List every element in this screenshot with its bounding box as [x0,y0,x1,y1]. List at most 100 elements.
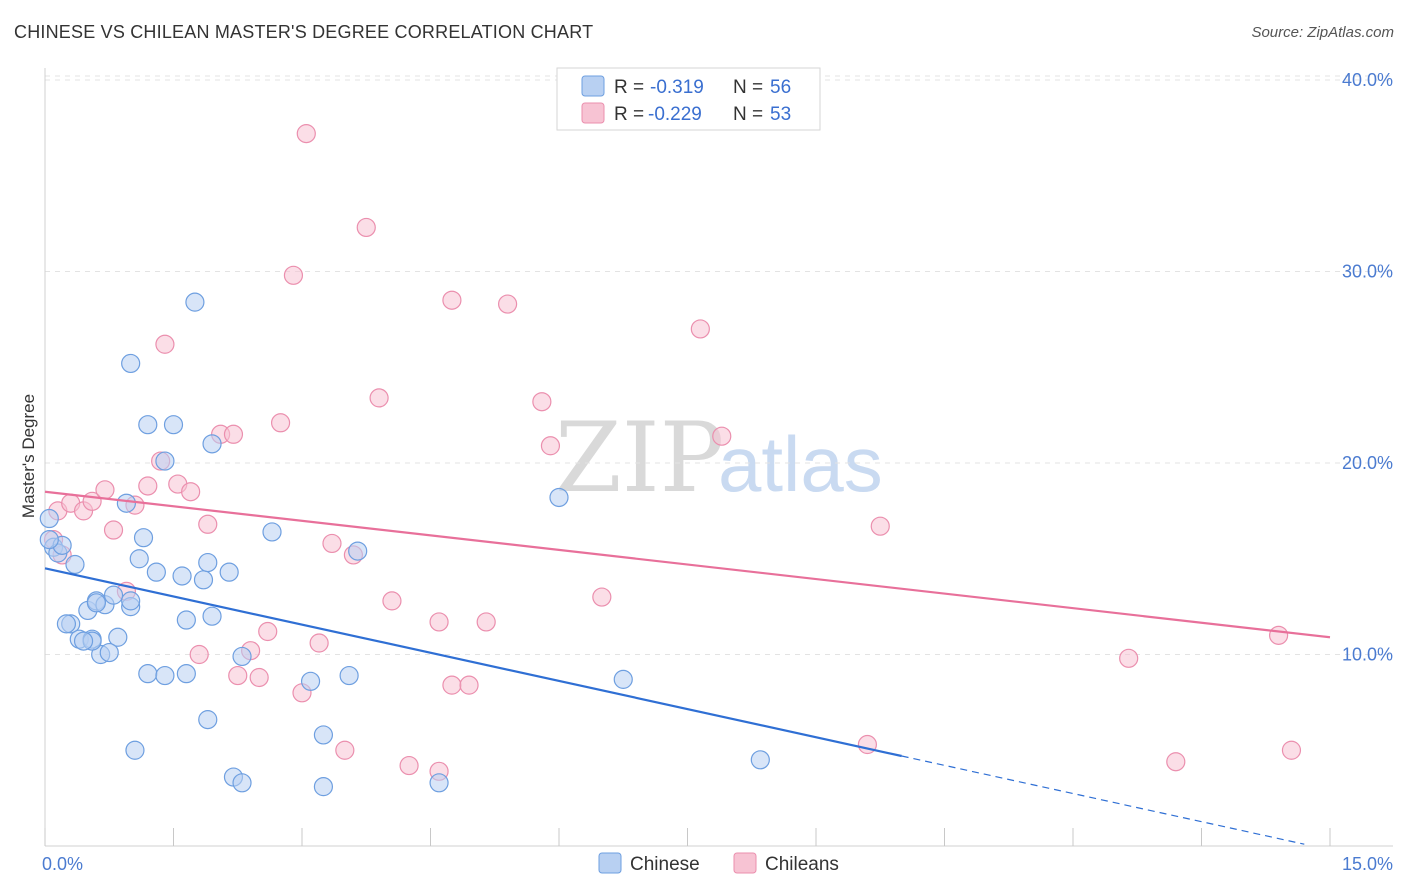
chileans-point [1268,625,1289,645]
chinese-point [348,541,368,561]
legend-swatch-chileans [581,102,605,124]
chileans-point [189,644,209,665]
chinese-point [163,415,184,435]
bottom-legend: Chinese Chileans [598,852,839,875]
legend-n-value-chinese: 56 [770,77,791,98]
bottom-legend-swatch-chileans [733,852,757,874]
chinese-point [313,777,334,797]
axes [44,68,1393,847]
chinese-point [750,750,770,770]
chileans-point [223,424,244,444]
chinese-point [176,664,196,684]
chinese-point [146,562,166,582]
legend: R = -0.319 N = 56 R = -0.229 N = 53 [556,67,821,131]
chileans-point [283,265,304,285]
legend-n-label-chileans: N = [733,104,763,125]
chileans-point [335,740,355,760]
x-ticks [44,828,1331,846]
chileans-point [1166,752,1186,772]
chileans-point [181,482,201,502]
chinese-point [138,664,158,684]
chileans-point [296,124,316,144]
chinese-point [155,665,175,686]
chinese-point [339,665,359,686]
chileans-trend-line [44,490,1331,639]
chileans-point [690,319,710,339]
chinese-point [86,593,107,613]
y-tick-label: 10.0% [1342,645,1393,665]
chinese-point [313,725,334,745]
chileans-point [369,388,389,408]
chinese-point [613,669,633,689]
chinese-point [193,570,214,590]
chileans-point [442,675,462,695]
chinese-point [300,671,321,691]
chileans-point [459,675,479,695]
chileans-point [592,587,612,607]
chinese-point [99,642,119,663]
chileans-point [249,667,269,688]
chinese-point [429,773,449,793]
legend-r-label-chinese: R = [614,77,644,98]
chileans-point [498,294,518,314]
chileans-point [382,591,402,611]
chinese-point [198,552,218,573]
chileans-point [258,621,278,642]
watermark-zip: ZIP [555,402,724,514]
trend-lines [44,490,1331,845]
x-tick-label-max: 15.0% [1342,854,1393,874]
chileans-point [1281,740,1302,760]
chinese-point [198,710,218,730]
chinese-point [116,493,136,513]
legend-n-label-chinese: N = [733,77,763,98]
chinese-trend-line [44,567,902,758]
chileans-point [95,480,115,500]
chinese-trend-extension [901,755,1305,845]
legend-r-value-chinese: -0.319 [650,77,704,98]
chinese-point [202,606,222,626]
chinese-point [172,566,192,586]
y-axis-label: Master's Degree [19,394,38,518]
bottom-legend-label-chinese: Chinese [630,854,700,875]
chileans-point [155,334,175,354]
chileans-point [356,217,376,238]
legend-r-value-chileans: -0.229 [648,104,702,125]
chileans-point [712,426,732,446]
chileans-point [540,436,561,456]
chileans-point [228,665,248,686]
chileans-point [1119,648,1139,668]
bottom-legend-label-chileans: Chileans [765,854,839,875]
chinese-point [185,292,205,312]
chileans-point [870,516,890,536]
chinese-point [39,508,59,529]
chinese-point [73,631,94,651]
chinese-point [129,549,149,569]
chinese-point [103,585,124,605]
chinese-point [176,610,196,630]
chinese-point [155,451,175,471]
chinese-point [232,773,252,793]
chileans-point [309,633,329,653]
chinese-point [262,522,282,542]
chinese-point [125,740,145,760]
chinese-point [232,646,252,667]
chinese-point [108,627,128,647]
chinese-point [39,529,59,550]
chileans-point [399,755,419,776]
chinese-point [138,415,158,435]
chileans-point [429,612,449,632]
chinese-point [65,554,85,575]
y-tick-label: 30.0% [1342,262,1393,282]
chileans-point [476,612,496,632]
chinese-point [56,614,77,634]
y-tick-labels: 10.0% 20.0% 30.0% 40.0% [1342,70,1393,665]
chileans-point [532,392,552,412]
legend-n-value-chileans: 53 [770,104,791,125]
chinese-points [39,292,770,797]
legend-r-label-chileans: R = [614,104,644,125]
chileans-point [103,520,124,540]
chileans-point [322,533,342,554]
chinese-point [219,562,239,582]
x-tick-label-min: 0.0% [42,854,83,874]
